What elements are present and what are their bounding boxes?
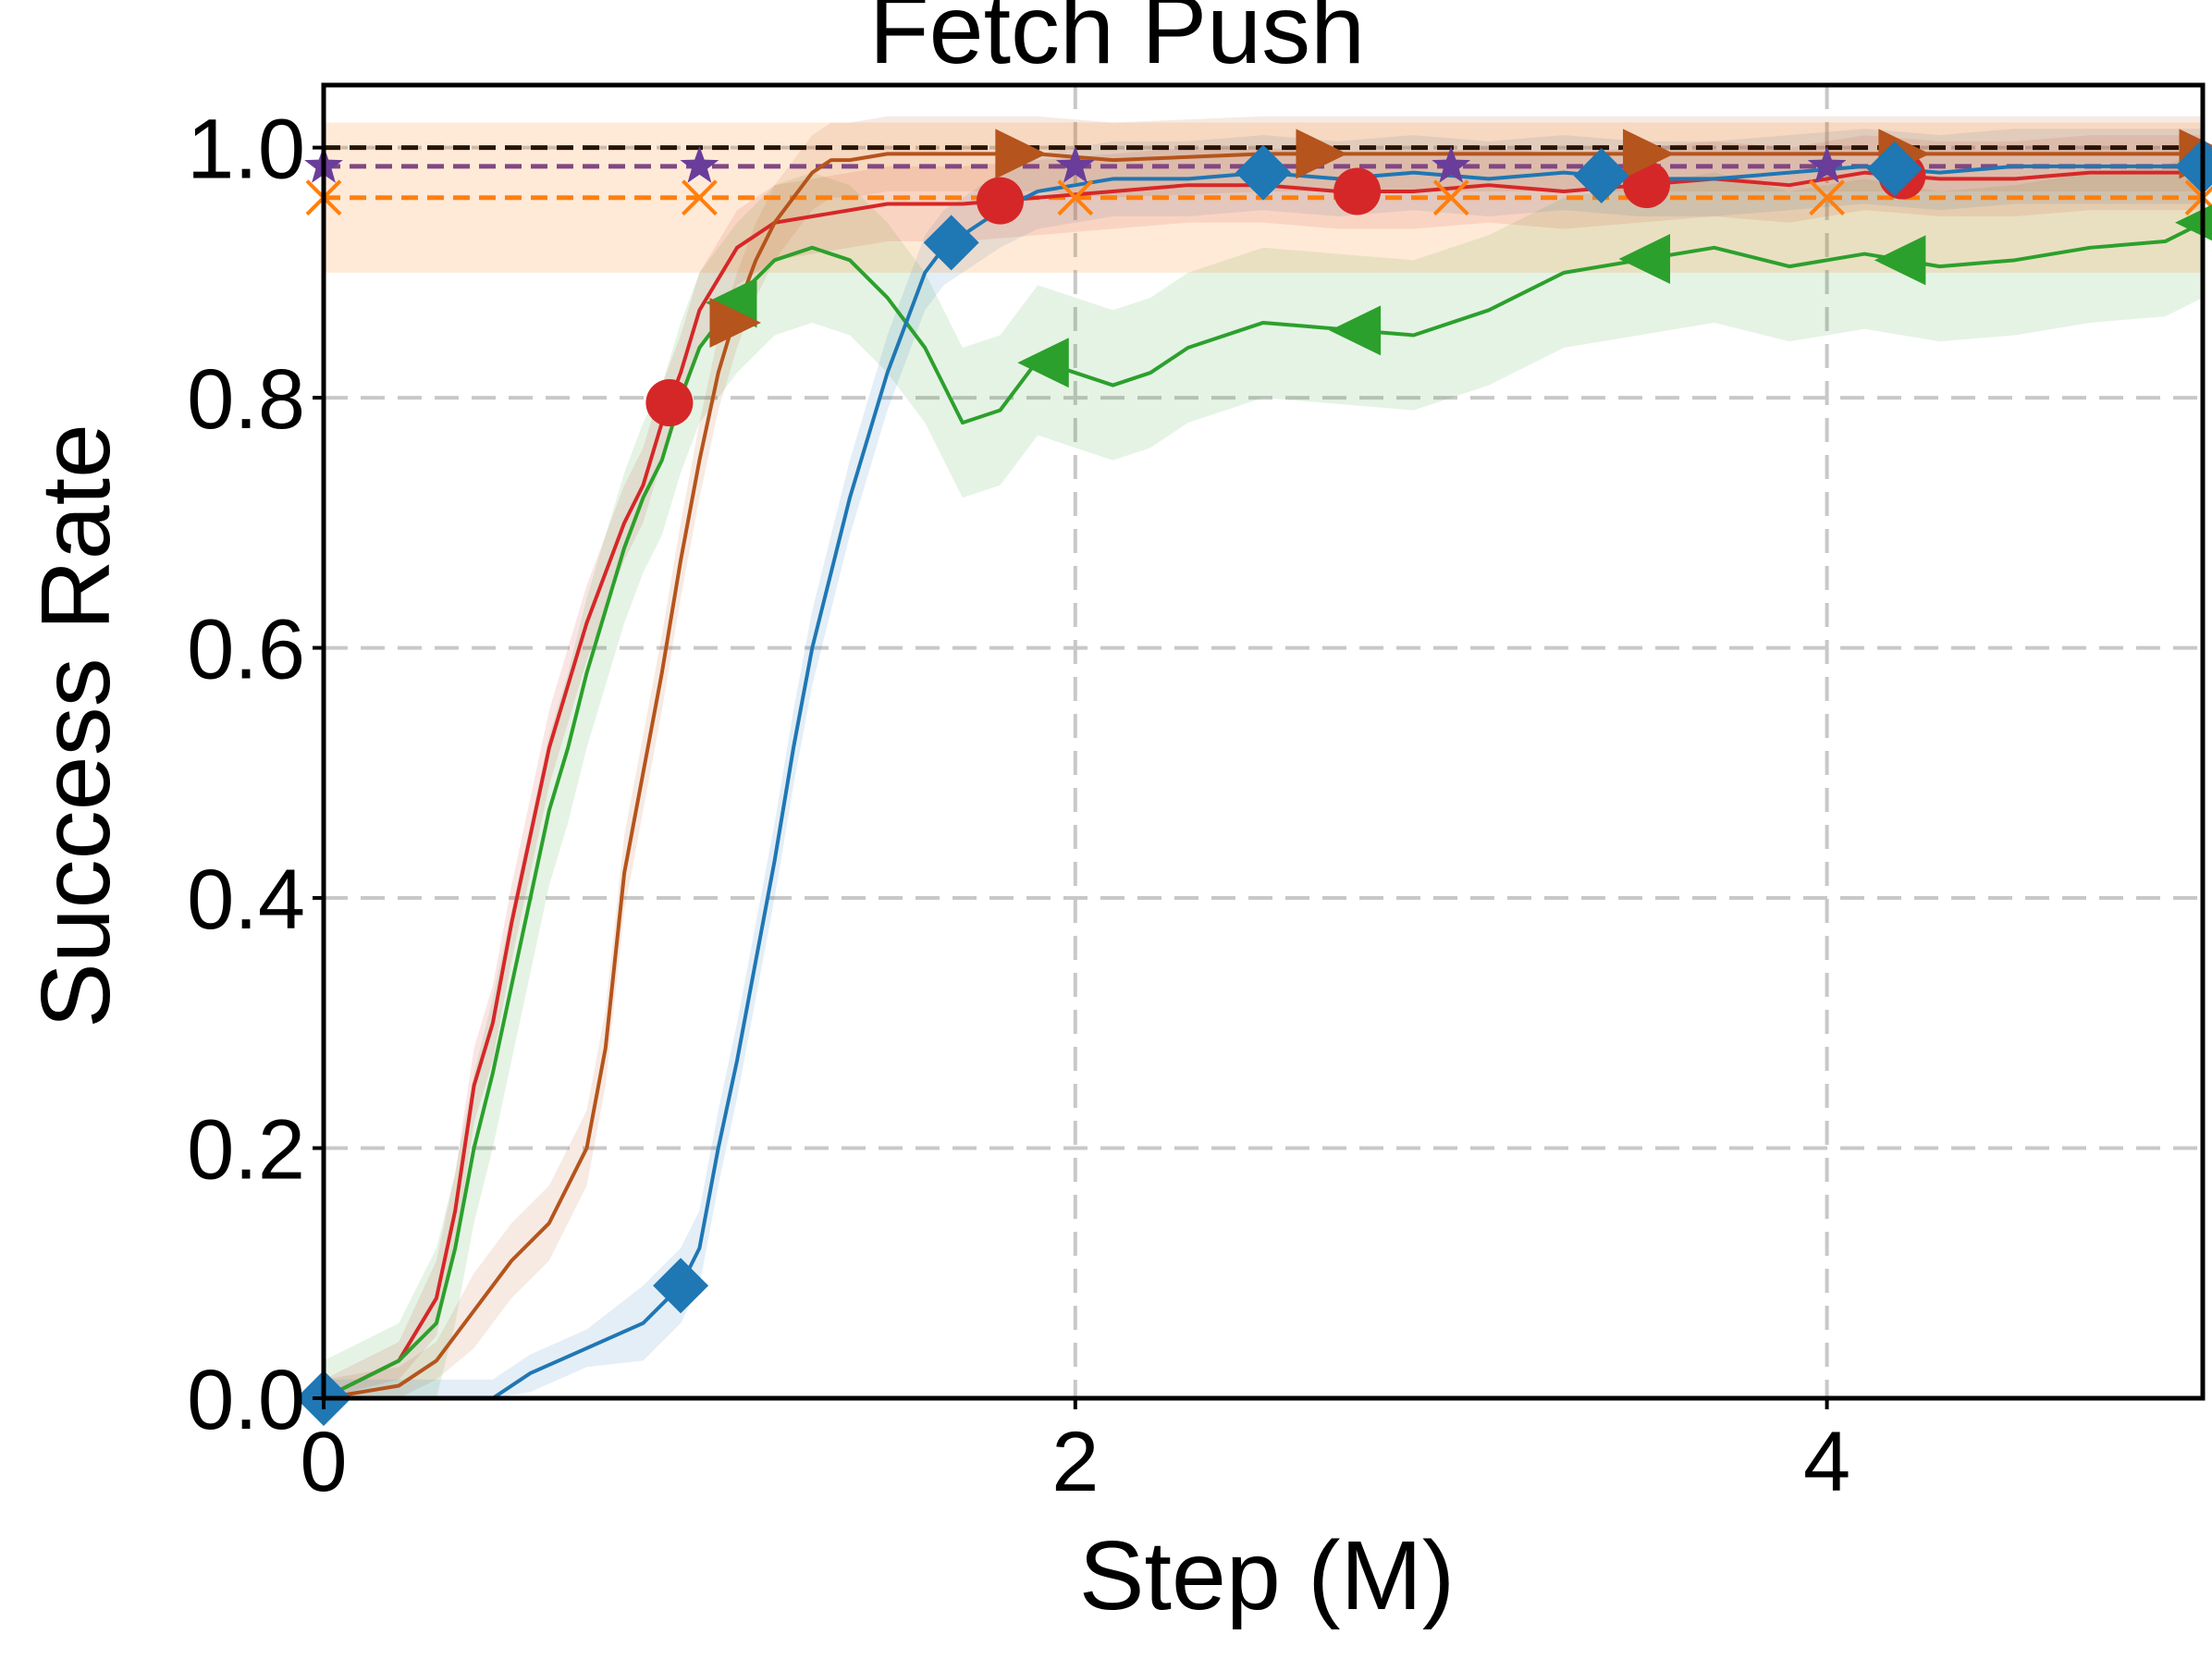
diamond-marker xyxy=(1573,148,1629,204)
x-marker xyxy=(1432,179,1469,216)
series-markers xyxy=(296,129,2212,1426)
star-marker xyxy=(680,145,719,183)
series-band xyxy=(324,147,2203,1398)
triangle-right-marker xyxy=(995,129,1047,179)
x-marker xyxy=(681,179,718,216)
x-marker xyxy=(1057,179,1094,216)
triangle-right-marker xyxy=(709,297,761,348)
triangle-right-marker xyxy=(1623,129,1675,179)
triangle-left-marker xyxy=(1874,235,1926,286)
x-axis-label: Step (M) xyxy=(1079,1521,1455,1630)
x-marker-stroke xyxy=(681,179,718,216)
x-marker-stroke xyxy=(1057,179,1094,216)
x-marker-stroke xyxy=(1809,179,1846,216)
star-marker xyxy=(1055,145,1095,183)
star-marker xyxy=(1432,145,1471,183)
y-axis-label: Success Rate xyxy=(21,424,130,1028)
x-tick-label: 4 xyxy=(1803,1415,1850,1509)
triangle-left-marker xyxy=(1329,305,1382,356)
y-tick-label: 0.6 xyxy=(187,603,305,697)
diamond-marker xyxy=(1866,141,1923,197)
series-line xyxy=(324,170,2203,1398)
y-tick-label: 0.4 xyxy=(187,853,305,947)
diamond-marker xyxy=(1235,144,1291,201)
y-tick-label: 0.0 xyxy=(187,1353,305,1447)
triangle-right-marker xyxy=(1296,129,1347,179)
star-marker xyxy=(1807,145,1847,183)
y-tick-label: 0.2 xyxy=(187,1103,305,1198)
plot-frame xyxy=(321,82,2206,1401)
y-tick-label: 1.0 xyxy=(187,103,305,197)
y-tick-label: 0.8 xyxy=(187,352,305,447)
axis-ticks: 0.0 0.2 0.4 0.6 0.8 1.0 0 2 4 xyxy=(187,103,1850,1509)
circle-marker xyxy=(977,177,1025,225)
circle-marker xyxy=(1333,167,1382,215)
circle-marker xyxy=(645,379,694,427)
series-band xyxy=(324,116,2203,1398)
series-line xyxy=(324,220,2203,1398)
chart-title: Fetch Push xyxy=(869,0,1365,84)
series-line xyxy=(324,164,2203,1398)
diamond-marker xyxy=(923,215,979,271)
x-marker xyxy=(1809,179,1846,216)
triangle-left-marker xyxy=(1017,338,1069,388)
x-marker-stroke xyxy=(1432,179,1469,216)
triangle-left-marker xyxy=(1618,233,1671,284)
series-bands xyxy=(324,116,2203,1398)
x-tick-label: 2 xyxy=(1051,1415,1099,1509)
diamond-marker xyxy=(653,1258,709,1314)
x-tick-label: 0 xyxy=(300,1415,347,1509)
